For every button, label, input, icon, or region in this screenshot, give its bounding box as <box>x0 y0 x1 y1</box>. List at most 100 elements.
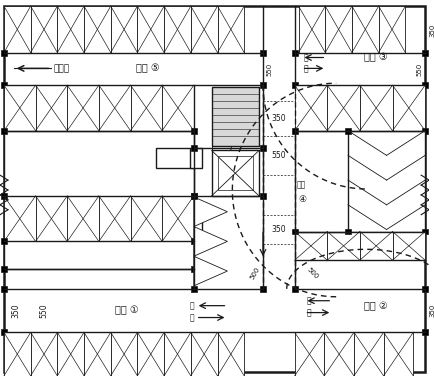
Bar <box>36 196 67 242</box>
Text: 出: 出 <box>303 53 308 62</box>
Text: 進: 進 <box>303 64 308 73</box>
Text: 往: 往 <box>306 296 311 305</box>
Bar <box>327 231 360 260</box>
Bar <box>36 85 67 131</box>
Bar <box>217 332 244 376</box>
Bar <box>292 50 298 56</box>
Bar <box>392 231 425 260</box>
Text: 550: 550 <box>39 303 48 318</box>
Text: 350: 350 <box>429 23 434 37</box>
Text: ④: ④ <box>299 195 307 204</box>
Bar <box>4 196 36 242</box>
Text: 往出口: 往出口 <box>53 64 69 73</box>
Bar <box>327 85 360 131</box>
Bar <box>217 156 253 190</box>
Text: 550: 550 <box>267 63 273 76</box>
Text: 350: 350 <box>272 225 286 234</box>
Bar <box>260 146 266 152</box>
Bar <box>67 196 99 242</box>
Bar <box>164 332 191 376</box>
Bar <box>1 193 7 199</box>
Bar <box>131 85 162 131</box>
Bar <box>190 149 202 168</box>
Bar <box>1 128 7 134</box>
Bar <box>191 6 217 53</box>
Bar <box>4 85 36 131</box>
Bar <box>422 128 428 134</box>
Text: 車道 ③: 車道 ③ <box>364 53 388 62</box>
Polygon shape <box>194 226 227 256</box>
Text: 車道: 車道 <box>296 181 306 189</box>
Bar <box>295 332 324 376</box>
Bar <box>67 85 99 131</box>
Bar <box>1 239 7 244</box>
Bar <box>295 231 327 260</box>
Bar <box>292 229 298 234</box>
Bar <box>57 332 84 376</box>
Bar <box>4 6 31 53</box>
Bar <box>384 332 413 376</box>
Bar <box>260 286 266 292</box>
Bar <box>99 85 131 131</box>
Bar <box>31 6 57 53</box>
Bar <box>345 229 351 234</box>
Bar <box>57 6 84 53</box>
Bar <box>217 6 244 53</box>
Bar <box>299 6 325 53</box>
Text: 車道 ①: 車道 ① <box>115 305 138 316</box>
Bar <box>156 149 194 168</box>
Bar <box>325 6 352 53</box>
Text: 350: 350 <box>429 304 434 317</box>
Bar <box>260 82 266 88</box>
Bar <box>131 196 162 242</box>
Bar <box>345 128 351 134</box>
Bar <box>1 266 7 272</box>
Bar <box>138 332 164 376</box>
Bar <box>4 131 194 269</box>
Bar <box>191 286 197 292</box>
Text: 進: 進 <box>306 308 311 317</box>
Bar <box>31 332 57 376</box>
Bar <box>191 193 197 199</box>
Bar <box>292 286 298 292</box>
Bar <box>348 131 425 231</box>
Text: 出: 出 <box>189 313 194 322</box>
Text: 500: 500 <box>306 266 319 280</box>
Bar <box>1 82 7 88</box>
Text: 350: 350 <box>272 114 286 123</box>
Text: 550: 550 <box>416 63 422 76</box>
Bar <box>111 6 138 53</box>
Bar <box>156 218 194 237</box>
Bar <box>324 332 354 376</box>
Bar <box>99 196 131 242</box>
Bar <box>1 50 7 56</box>
Bar <box>191 332 217 376</box>
Bar <box>111 332 138 376</box>
Text: 500: 500 <box>249 266 261 280</box>
Bar <box>1 286 7 292</box>
Bar <box>392 85 425 131</box>
Bar <box>422 82 428 88</box>
Bar <box>422 286 428 292</box>
Polygon shape <box>194 197 227 226</box>
Text: 車道 ②: 車道 ② <box>364 302 388 311</box>
Text: 550: 550 <box>272 151 286 160</box>
Bar <box>191 193 197 199</box>
Bar <box>4 332 31 376</box>
Bar <box>191 266 197 272</box>
Bar <box>378 6 405 53</box>
Bar <box>360 231 392 260</box>
Bar <box>191 128 197 134</box>
Bar <box>162 196 194 242</box>
Bar <box>162 85 194 131</box>
Bar <box>360 85 392 131</box>
Bar <box>164 6 191 53</box>
Bar <box>260 193 266 199</box>
Bar <box>422 229 428 234</box>
Bar <box>1 329 7 335</box>
Bar <box>422 50 428 56</box>
Bar <box>84 6 111 53</box>
Bar <box>354 332 384 376</box>
Bar <box>352 6 378 53</box>
Bar <box>84 332 111 376</box>
